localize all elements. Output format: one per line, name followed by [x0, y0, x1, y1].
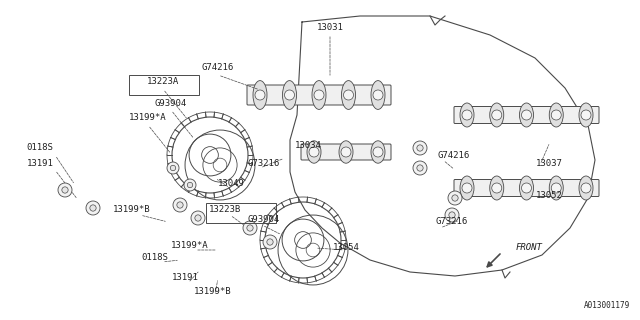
- Circle shape: [267, 239, 273, 245]
- Ellipse shape: [307, 141, 321, 163]
- Circle shape: [58, 183, 72, 197]
- FancyBboxPatch shape: [454, 180, 599, 196]
- Text: 13054: 13054: [333, 244, 360, 252]
- Circle shape: [167, 162, 179, 174]
- Circle shape: [62, 187, 68, 193]
- Circle shape: [263, 235, 277, 249]
- Circle shape: [452, 195, 458, 201]
- Circle shape: [314, 90, 324, 100]
- FancyBboxPatch shape: [247, 85, 391, 105]
- Circle shape: [551, 183, 561, 193]
- Ellipse shape: [549, 176, 563, 200]
- Ellipse shape: [371, 81, 385, 109]
- Circle shape: [492, 110, 502, 120]
- Text: G93904: G93904: [155, 99, 187, 108]
- Text: 13223B: 13223B: [209, 205, 241, 214]
- Ellipse shape: [371, 141, 385, 163]
- Circle shape: [417, 165, 423, 171]
- Circle shape: [448, 191, 462, 205]
- Ellipse shape: [579, 176, 593, 200]
- Text: 13037: 13037: [536, 158, 563, 167]
- Text: G73216: G73216: [248, 158, 280, 167]
- Circle shape: [184, 179, 196, 191]
- Circle shape: [445, 208, 459, 222]
- Ellipse shape: [549, 103, 563, 127]
- Ellipse shape: [312, 81, 326, 109]
- Circle shape: [462, 183, 472, 193]
- Ellipse shape: [253, 81, 267, 109]
- Circle shape: [449, 212, 455, 218]
- Circle shape: [309, 147, 319, 157]
- Text: 0118S: 0118S: [141, 253, 168, 262]
- Circle shape: [522, 110, 531, 120]
- Text: 13191: 13191: [172, 274, 198, 283]
- Circle shape: [285, 90, 294, 100]
- Text: A013001179: A013001179: [584, 301, 630, 310]
- Circle shape: [255, 90, 265, 100]
- Text: G74216: G74216: [437, 150, 469, 159]
- Text: 13191: 13191: [27, 158, 53, 167]
- Circle shape: [191, 211, 205, 225]
- Circle shape: [492, 183, 502, 193]
- Text: 13199*A: 13199*A: [129, 114, 167, 123]
- Ellipse shape: [342, 81, 355, 109]
- Text: 13034: 13034: [295, 140, 322, 149]
- Ellipse shape: [490, 103, 504, 127]
- Circle shape: [188, 182, 193, 188]
- Circle shape: [86, 201, 100, 215]
- Ellipse shape: [579, 103, 593, 127]
- Ellipse shape: [460, 176, 474, 200]
- Circle shape: [551, 110, 561, 120]
- Circle shape: [344, 90, 353, 100]
- Text: 13223A: 13223A: [147, 77, 179, 86]
- Text: 13199*B: 13199*B: [113, 205, 151, 214]
- FancyBboxPatch shape: [301, 144, 391, 160]
- Text: G93904: G93904: [248, 215, 280, 225]
- Circle shape: [413, 141, 427, 155]
- Circle shape: [177, 202, 183, 208]
- Circle shape: [195, 215, 201, 221]
- Text: G73216: G73216: [435, 218, 467, 227]
- Circle shape: [373, 147, 383, 157]
- Text: G74216: G74216: [202, 63, 234, 73]
- Circle shape: [170, 165, 176, 171]
- FancyBboxPatch shape: [454, 107, 599, 124]
- Circle shape: [341, 147, 351, 157]
- Circle shape: [417, 145, 423, 151]
- Circle shape: [90, 205, 96, 211]
- Circle shape: [522, 183, 531, 193]
- Text: 13199*B: 13199*B: [194, 286, 232, 295]
- Text: 0118S: 0118S: [27, 143, 53, 153]
- Ellipse shape: [520, 103, 534, 127]
- Circle shape: [373, 90, 383, 100]
- Circle shape: [247, 225, 253, 231]
- Ellipse shape: [460, 103, 474, 127]
- Circle shape: [173, 198, 187, 212]
- Text: FRONT: FRONT: [516, 244, 543, 252]
- Circle shape: [581, 183, 591, 193]
- Ellipse shape: [490, 176, 504, 200]
- Circle shape: [243, 221, 257, 235]
- Circle shape: [413, 161, 427, 175]
- Text: 13049: 13049: [218, 179, 245, 188]
- Text: 13031: 13031: [317, 23, 344, 33]
- Circle shape: [462, 110, 472, 120]
- Text: 13199*A: 13199*A: [171, 241, 209, 250]
- Ellipse shape: [339, 141, 353, 163]
- Ellipse shape: [282, 81, 296, 109]
- Text: 13052: 13052: [536, 190, 563, 199]
- Ellipse shape: [520, 176, 534, 200]
- Circle shape: [581, 110, 591, 120]
